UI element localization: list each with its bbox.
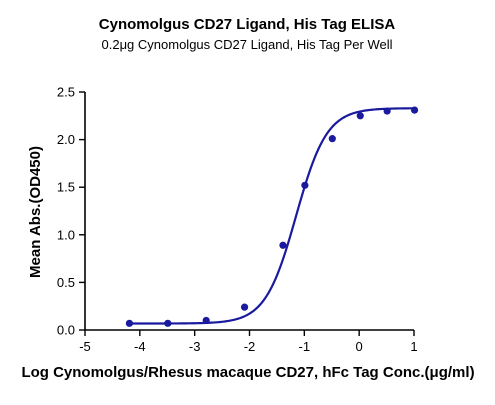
x-tick-label: 0: [356, 339, 363, 354]
chart-subtitle: 0.2μg Cynomolgus CD27 Ligand, His Tag Pe…: [102, 37, 393, 52]
x-tick-label: -1: [299, 339, 311, 354]
x-axis-label: Log Cynomolgus/Rhesus macaque CD27, hFc …: [21, 364, 474, 381]
x-tick-label: 1: [410, 339, 417, 354]
y-tick-label: 2.0: [57, 132, 75, 147]
data-point: [383, 107, 391, 115]
data-point: [240, 303, 249, 311]
data-point: [410, 106, 419, 114]
x-tick-label: -2: [244, 339, 256, 354]
y-tick-label: 1.0: [57, 227, 75, 242]
x-tick-label: -5: [79, 339, 91, 354]
x-tick-label: -4: [134, 339, 146, 354]
y-tick-label: 0.0: [57, 323, 75, 338]
data-point: [356, 112, 364, 120]
chart-title: Cynomolgus CD27 Ligand, His Tag ELISA: [99, 16, 396, 33]
y-tick-label: 2.5: [57, 85, 75, 100]
data-point: [164, 319, 172, 327]
data-point: [202, 316, 210, 325]
x-tick-label: -3: [189, 339, 201, 354]
plot-area: 0.0 0.5 1.0 1.5 2.0 2.5 -5 -4 -3 -2 -1 0 1: [57, 85, 419, 354]
data-point: [279, 241, 287, 249]
y-tick-label: 1.5: [57, 180, 75, 195]
data-point: [301, 181, 309, 189]
data-point: [125, 319, 134, 327]
y-axis-label: Mean Abs.(OD450): [27, 146, 44, 278]
fit-curve: [129, 107, 415, 325]
data-point: [328, 135, 336, 143]
y-tick-label: 0.5: [57, 275, 75, 290]
